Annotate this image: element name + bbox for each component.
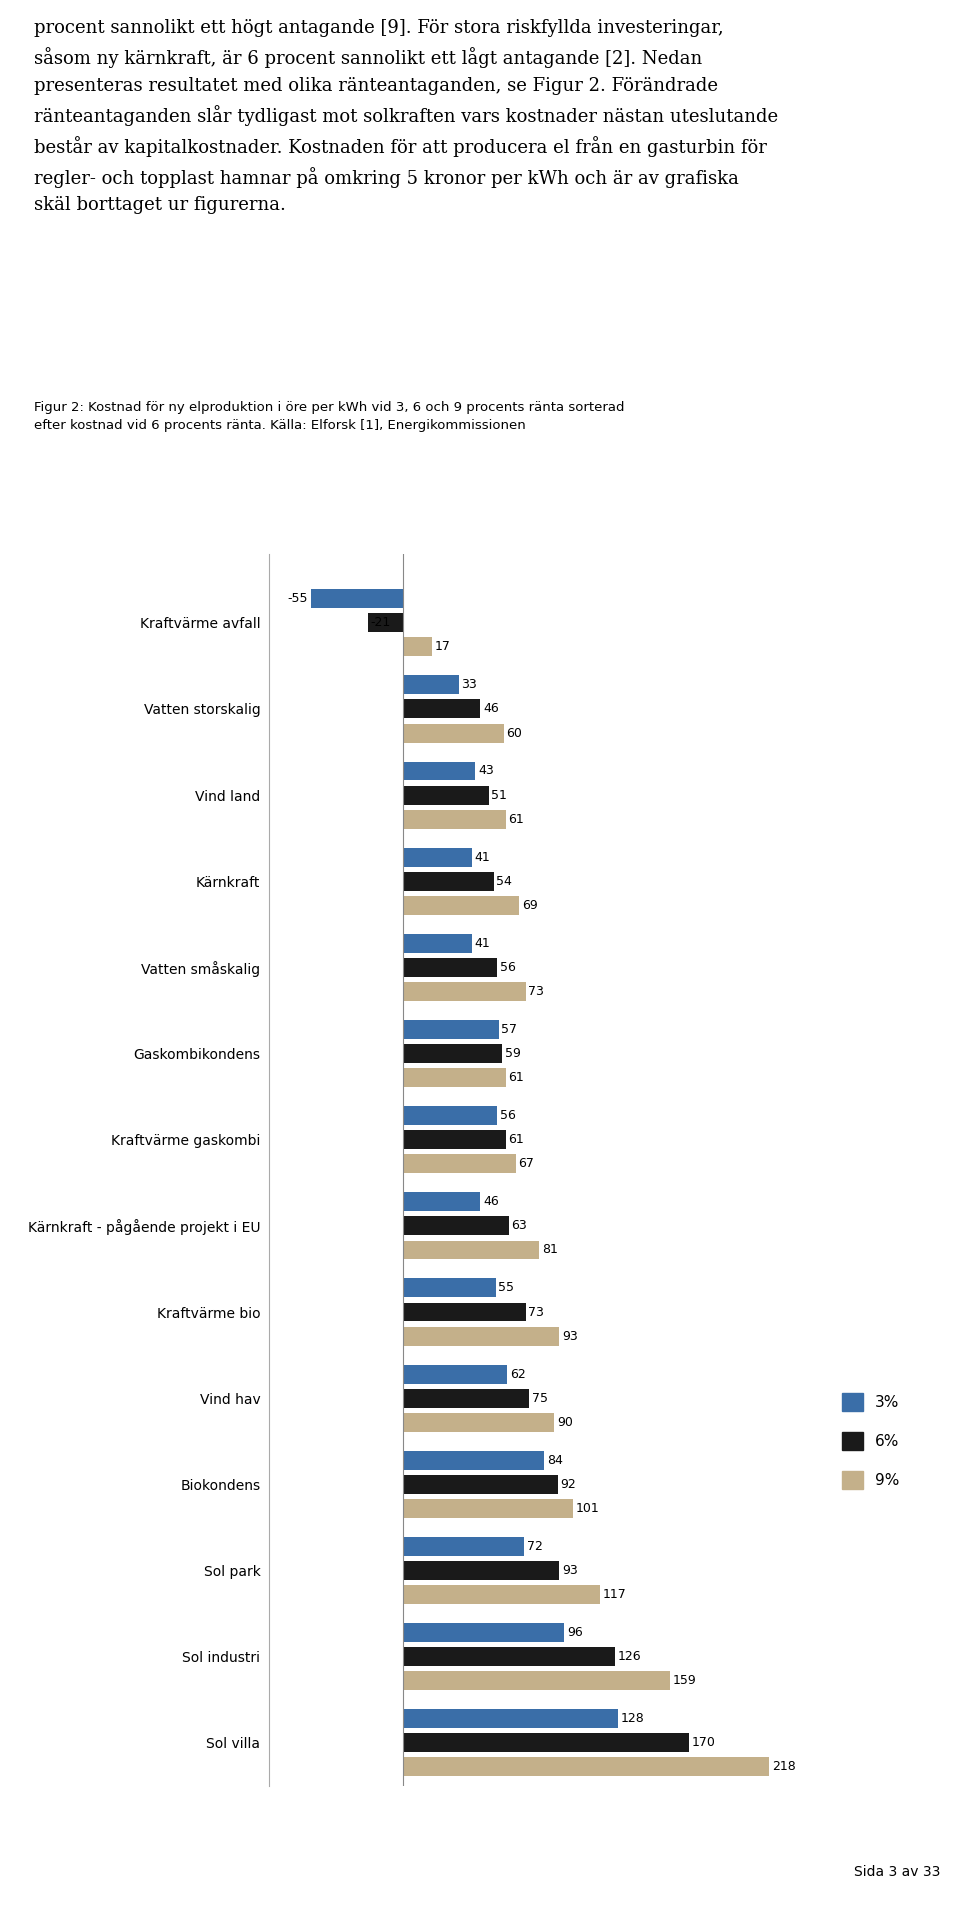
Text: 67: 67 — [518, 1157, 534, 1171]
Legend: 3%, 6%, 9%: 3%, 6%, 9% — [835, 1387, 905, 1496]
Bar — [403, 1020, 499, 1039]
Bar — [403, 1045, 502, 1064]
Bar — [403, 1499, 573, 1518]
Text: 60: 60 — [507, 726, 522, 739]
Bar — [403, 1671, 670, 1690]
Text: Figur 2: Kostnad för ny elproduktion i öre per kWh vid 3, 6 och 9 procents ränta: Figur 2: Kostnad för ny elproduktion i ö… — [34, 401, 624, 432]
Bar — [403, 1217, 509, 1236]
Text: 84: 84 — [547, 1454, 563, 1467]
Bar — [403, 699, 481, 718]
Text: -55: -55 — [288, 592, 308, 605]
Bar — [403, 1538, 524, 1557]
Bar — [403, 1709, 618, 1729]
Text: 93: 93 — [562, 1329, 578, 1343]
Bar — [403, 896, 519, 915]
Bar — [403, 1624, 564, 1643]
Text: 51: 51 — [492, 789, 507, 802]
Bar — [403, 638, 432, 657]
Bar — [403, 1585, 600, 1604]
Bar — [403, 1732, 689, 1751]
Text: 75: 75 — [532, 1392, 548, 1404]
Bar — [311, 588, 403, 607]
Text: 93: 93 — [562, 1564, 578, 1578]
Text: 81: 81 — [541, 1243, 558, 1257]
Bar — [403, 1068, 506, 1087]
Text: 59: 59 — [505, 1047, 520, 1060]
Text: 170: 170 — [691, 1736, 715, 1750]
Bar — [403, 1192, 481, 1211]
Bar — [403, 785, 489, 804]
Bar — [403, 1475, 558, 1494]
Bar — [403, 959, 497, 976]
Text: 46: 46 — [483, 703, 499, 716]
Text: 117: 117 — [602, 1587, 626, 1601]
Bar — [403, 1131, 506, 1150]
Text: procent sannolikt ett högt antagande [9]. För stora riskfyllda investeringar,
så: procent sannolikt ett högt antagande [9]… — [34, 19, 778, 214]
Bar — [403, 871, 494, 890]
Text: 41: 41 — [474, 936, 491, 949]
Text: 218: 218 — [772, 1761, 796, 1772]
Text: 72: 72 — [527, 1539, 542, 1553]
Bar — [403, 982, 526, 1001]
Text: 41: 41 — [474, 850, 491, 863]
Bar — [403, 1364, 508, 1383]
Text: -21: -21 — [371, 617, 391, 628]
Text: 56: 56 — [500, 961, 516, 974]
Bar — [403, 1278, 495, 1297]
Text: 159: 159 — [673, 1675, 697, 1687]
Bar — [403, 1303, 526, 1322]
Text: 57: 57 — [501, 1024, 517, 1035]
Text: 61: 61 — [508, 1133, 524, 1146]
Text: 69: 69 — [521, 900, 538, 911]
Text: 90: 90 — [557, 1415, 573, 1429]
Bar — [403, 676, 459, 695]
Text: 73: 73 — [528, 986, 544, 999]
Text: 92: 92 — [561, 1478, 576, 1492]
Bar — [403, 1413, 555, 1432]
Bar — [403, 1106, 497, 1125]
Bar — [403, 1327, 560, 1347]
Text: 33: 33 — [461, 678, 477, 691]
Text: 61: 61 — [508, 1072, 524, 1085]
Text: 73: 73 — [528, 1306, 544, 1318]
Text: 43: 43 — [478, 764, 493, 777]
Text: 62: 62 — [510, 1368, 526, 1381]
Text: 55: 55 — [498, 1282, 515, 1295]
Bar — [368, 613, 403, 632]
Text: 54: 54 — [496, 875, 513, 888]
Bar — [403, 1389, 529, 1408]
Text: 61: 61 — [508, 814, 524, 825]
Text: 17: 17 — [434, 640, 450, 653]
Text: 96: 96 — [567, 1625, 583, 1639]
Bar — [403, 1646, 615, 1666]
Bar — [403, 810, 506, 829]
Text: 101: 101 — [575, 1501, 599, 1515]
Bar — [403, 1240, 540, 1259]
Bar — [403, 1452, 544, 1469]
Text: 56: 56 — [500, 1110, 516, 1121]
Bar — [403, 1560, 560, 1580]
Text: 46: 46 — [483, 1196, 499, 1209]
Text: Sida 3 av 33: Sida 3 av 33 — [854, 1864, 941, 1879]
Bar — [403, 848, 472, 867]
Text: 126: 126 — [617, 1650, 641, 1664]
Bar — [403, 1757, 770, 1776]
Bar — [403, 934, 472, 953]
Text: 63: 63 — [512, 1219, 527, 1232]
Bar — [403, 1154, 516, 1173]
Text: 128: 128 — [621, 1711, 644, 1725]
Bar — [403, 762, 475, 781]
Bar — [403, 724, 504, 743]
